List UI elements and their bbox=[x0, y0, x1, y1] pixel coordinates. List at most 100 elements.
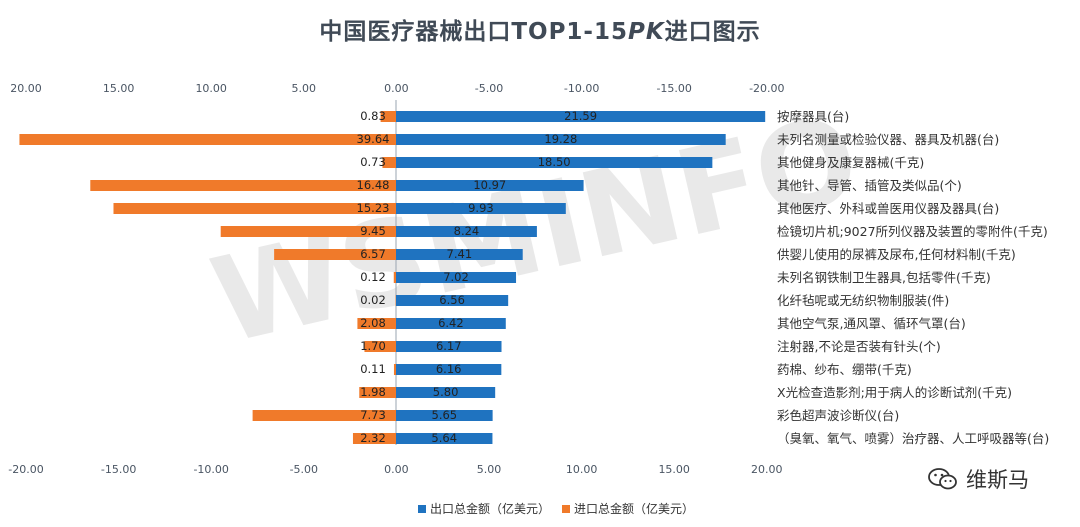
export-bar bbox=[396, 249, 523, 260]
import-bar bbox=[382, 157, 396, 168]
export-bar bbox=[396, 433, 493, 444]
import-bar bbox=[19, 134, 397, 145]
import-value-label: 0.73 bbox=[360, 155, 386, 169]
bottom-tick-label: 15.00 bbox=[658, 463, 690, 476]
bottom-tick-label: -15.00 bbox=[101, 463, 136, 476]
category-label: 注射器,不论是否装有针头(个) bbox=[777, 339, 941, 354]
category-label: 彩色超声波诊断仪(台) bbox=[777, 408, 899, 423]
import-bar bbox=[352, 433, 396, 444]
import-bar bbox=[113, 203, 397, 214]
top-tick-label: 5.00 bbox=[292, 82, 317, 95]
category-label: 未列名测量或检验仪器、器具及机器(台) bbox=[777, 132, 999, 147]
top-tick-label: -20.00 bbox=[749, 82, 784, 95]
export-value-label: 19.28 bbox=[544, 132, 577, 146]
export-bar bbox=[396, 410, 493, 421]
import-bar bbox=[252, 410, 396, 421]
category-label: （臭氧、氧气、喷雾）治疗器、人工呼吸器等(台) bbox=[777, 431, 1049, 446]
bottom-tick-label: 5.00 bbox=[477, 463, 502, 476]
export-value-label: 8.24 bbox=[454, 224, 480, 238]
top-tick-label: -5.00 bbox=[475, 82, 503, 95]
import-value-label: 15.23 bbox=[357, 201, 390, 215]
export-bar bbox=[396, 180, 584, 191]
import-value-label: 16.48 bbox=[357, 178, 390, 192]
export-bar bbox=[396, 134, 726, 145]
import-value-label: 1.98 bbox=[360, 385, 386, 399]
export-bar bbox=[396, 295, 509, 306]
bottom-tick-label: -20.00 bbox=[8, 463, 43, 476]
import-value-label: 2.08 bbox=[360, 316, 386, 330]
export-value-label: 6.56 bbox=[439, 293, 465, 307]
import-value-label: 0.11 bbox=[360, 362, 386, 376]
export-value-label: 5.64 bbox=[431, 431, 457, 445]
category-label: 其他针、导管、插管及类似品(个) bbox=[777, 178, 962, 193]
category-label: 其他空气泵,通风罩、循环气罩(台) bbox=[777, 316, 966, 331]
legend-swatch-import bbox=[562, 505, 570, 513]
export-bar bbox=[396, 157, 713, 168]
export-value-label: 7.41 bbox=[447, 247, 473, 261]
category-label: X光检查造影剂;用于病人的诊断试剂(千克) bbox=[777, 385, 1012, 400]
legend-label-export: 出口总金额（亿美元） bbox=[430, 501, 550, 516]
export-bar bbox=[396, 111, 766, 122]
legend-swatch-export bbox=[418, 505, 426, 513]
category-label: 按摩器具(台) bbox=[777, 109, 849, 124]
import-value-label: 2.32 bbox=[360, 431, 386, 445]
title-pk: PK bbox=[627, 19, 665, 45]
bottom-tick-label: 0.00 bbox=[384, 463, 409, 476]
bottom-tick-label: -10.00 bbox=[193, 463, 228, 476]
top-tick-label: -15.00 bbox=[656, 82, 691, 95]
bottom-tick-label: 10.00 bbox=[566, 463, 598, 476]
export-bar bbox=[396, 203, 566, 214]
import-bar bbox=[380, 111, 396, 122]
export-value-label: 10.97 bbox=[473, 178, 506, 192]
import-bar bbox=[364, 341, 396, 352]
top-tick-label: -10.00 bbox=[564, 82, 599, 95]
legend-label-import: 进口总金额（亿美元） bbox=[574, 501, 694, 516]
import-bar bbox=[359, 387, 396, 398]
brand-badge: 维斯马 bbox=[928, 464, 1029, 494]
top-tick-label: 20.00 bbox=[10, 82, 42, 95]
title-main: 中国医疗器械出口TOP1-15 bbox=[319, 19, 628, 45]
category-label: 其他医疗、外科或兽医用仪器及器具(台) bbox=[777, 201, 999, 216]
export-bar bbox=[396, 318, 506, 329]
wechat-icon bbox=[928, 468, 957, 490]
export-value-label: 6.16 bbox=[436, 362, 462, 376]
export-bar bbox=[396, 272, 517, 283]
import-bar bbox=[357, 318, 396, 329]
import-value-label: 6.57 bbox=[360, 247, 386, 261]
export-value-label: 18.50 bbox=[538, 155, 571, 169]
export-value-label: 7.02 bbox=[443, 270, 469, 284]
top-tick-label: 0.00 bbox=[384, 82, 409, 95]
import-bar bbox=[220, 226, 396, 237]
export-value-label: 21.59 bbox=[564, 109, 597, 123]
category-label: 检镜切片机;9027所列仪器及装置的零附件(千克) bbox=[777, 224, 1048, 239]
import-bar bbox=[274, 249, 396, 260]
export-value-label: 6.17 bbox=[436, 339, 462, 353]
import-value-label: 9.45 bbox=[360, 224, 386, 238]
export-value-label: 5.65 bbox=[432, 408, 458, 422]
bottom-tick-label: 20.00 bbox=[751, 463, 783, 476]
export-value-label: 5.80 bbox=[433, 385, 459, 399]
import-value-label: 1.70 bbox=[360, 339, 386, 353]
import-value-label: 0.12 bbox=[360, 270, 386, 284]
import-bar bbox=[393, 364, 396, 375]
title-tail: 进口图示 bbox=[664, 19, 761, 45]
import-value-label: 7.73 bbox=[360, 408, 386, 422]
export-bar bbox=[396, 226, 537, 237]
category-label: 其他健身及康复器械(千克) bbox=[777, 155, 924, 170]
top-tick-label: 15.00 bbox=[103, 82, 135, 95]
export-value-label: 9.93 bbox=[468, 201, 494, 215]
import-bar bbox=[393, 272, 396, 283]
bottom-tick-label: -5.00 bbox=[290, 463, 318, 476]
export-bar bbox=[396, 341, 502, 352]
export-value-label: 6.42 bbox=[438, 316, 464, 330]
brand-name: 维斯马 bbox=[966, 468, 1029, 492]
import-value-label: 0.83 bbox=[360, 109, 386, 123]
category-label: 药棉、纱布、绷带(千克) bbox=[777, 362, 912, 377]
import-bar bbox=[90, 180, 397, 191]
import-value-label: 39.64 bbox=[357, 132, 390, 146]
category-label: 供婴儿使用的尿裤及尿布,任何材料制(千克) bbox=[777, 247, 1016, 262]
export-bar bbox=[396, 387, 496, 398]
import-value-label: 0.02 bbox=[360, 293, 386, 307]
chart-title: 中国医疗器械出口TOP1-15PK进口图示 bbox=[0, 12, 1080, 46]
